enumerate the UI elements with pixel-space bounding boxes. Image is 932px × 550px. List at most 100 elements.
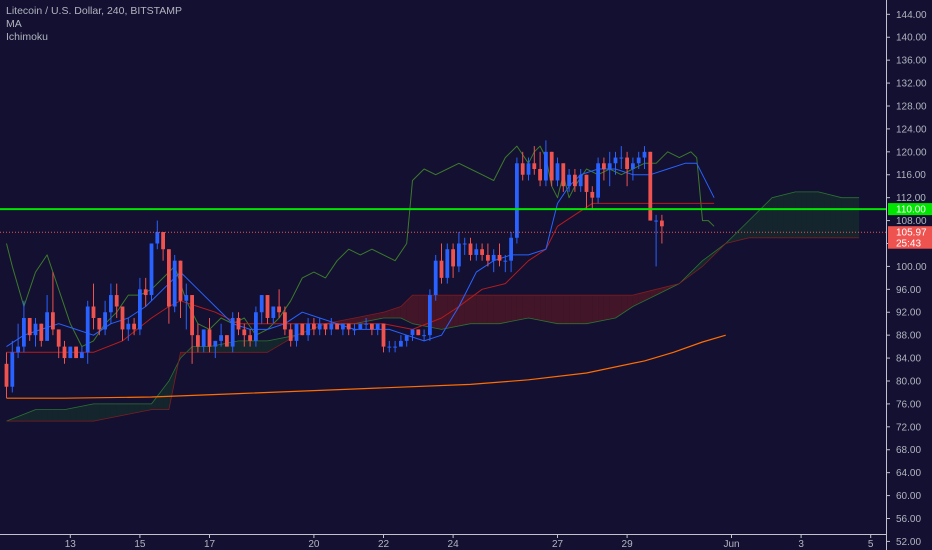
x-tick-label: 5 [868,539,874,550]
y-tick-label: 116.00 [896,170,926,181]
candle[interactable] [416,329,420,335]
chart-legend: Litecoin / U.S. Dollar, 240, BITSTAMP MA… [6,5,182,44]
svg-text:105.97: 105.97 [896,228,927,239]
cloud-segment [262,341,268,352]
cloud-segment [836,196,842,238]
indicator-ma-label[interactable]: MA [6,18,182,31]
y-tick-label: 144.00 [896,10,927,21]
cloud-segment [476,295,482,324]
cloud-segment [500,295,506,324]
y-tick-label: 64.00 [896,468,921,479]
svg-text:25:43: 25:43 [896,239,921,250]
cloud-segment [82,405,88,421]
candle[interactable] [74,347,78,358]
cloud-segment [59,410,65,421]
cloud-segment [511,295,517,321]
y-tick-label: 128.00 [896,101,927,112]
cloud-segment [772,196,778,238]
cloud-segment [244,341,250,352]
candle[interactable] [648,152,652,221]
cloud-segment [795,192,801,238]
x-tick-label: 24 [448,539,460,550]
cloud-segment [830,195,836,238]
cloud-segment [813,192,819,238]
cloud-segment [523,295,529,319]
cloud-segment [505,295,511,323]
candle[interactable] [445,243,449,283]
y-tick-label: 80.00 [896,376,921,387]
cloud-segment [610,295,616,319]
cloud-segment [36,410,42,421]
candle[interactable] [150,243,154,300]
cloud-segment [250,341,256,352]
candle[interactable] [428,289,432,341]
cloud-segment [824,193,830,237]
y-tick-label: 140.00 [896,33,927,44]
x-tick-label: 29 [622,539,634,550]
cloud-segment [471,295,477,324]
cloud-segment [592,295,598,323]
symbol-title[interactable]: Litecoin / U.S. Dollar, 240, BITSTAMP [6,5,182,18]
cloud-segment [53,410,59,421]
cloud-segment [198,347,204,353]
cloud-segment [494,295,500,324]
x-tick-label: 13 [65,539,77,550]
candle[interactable] [231,312,235,352]
y-tick-label: 76.00 [896,399,921,410]
cloud-segment [558,295,564,324]
y-tick-label: 124.00 [896,124,927,135]
y-tick-label: 72.00 [896,422,921,433]
y-tick-label: 88.00 [896,331,921,342]
cloud-segment [790,192,796,238]
candle[interactable] [300,324,304,335]
y-tick-label: 108.00 [896,216,927,227]
candle[interactable] [335,324,339,330]
bar-countdown-badge: 25:43 [888,238,932,250]
cloud-segment [256,341,262,352]
x-tick-label: 15 [134,539,146,550]
cloud-segment [598,295,604,321]
cloud-segment [99,404,105,420]
cloud-segment [88,404,94,421]
cloud-segment [587,295,593,324]
candle[interactable] [68,347,72,358]
cloud-segment [778,195,784,238]
candle[interactable] [434,255,438,301]
cloud-segment [436,295,442,329]
indicator-ichimoku-label[interactable]: Ichimoku [6,31,182,44]
y-tick-label: 96.00 [896,285,921,296]
x-tick-label: 20 [308,539,320,550]
x-tick-label: Jun [723,539,739,550]
candle[interactable] [173,255,177,312]
candle[interactable] [515,158,519,244]
cloud-segment [801,192,807,238]
y-tick-label: 132.00 [896,79,927,90]
y-tick-label: 68.00 [896,445,921,456]
cloud-segment [529,295,535,319]
cloud-segment [47,410,53,421]
y-tick-label: 60.00 [896,491,921,502]
candle[interactable] [225,335,229,346]
cloud-segment [413,295,419,325]
cloud-segment [70,407,76,421]
candle[interactable] [596,158,600,204]
cloud-segment [482,295,488,324]
x-tick-label: 3 [798,539,804,550]
cloud-segment [418,295,424,326]
y-tick-label: 56.00 [896,514,921,525]
cloud-segment [128,404,134,414]
cloud-segment [94,404,100,421]
cloud-segment [111,404,117,418]
cloud-segment [534,295,540,320]
y-tick-label: 100.00 [896,262,927,273]
candle[interactable] [254,307,258,347]
candle[interactable] [358,324,362,330]
cloud-segment [41,410,47,421]
y-tick-label: 92.00 [896,308,921,319]
cloud-segment [552,295,558,324]
cloud-segment [784,193,790,237]
cloud-segment [819,192,825,238]
cloud-segment [117,404,123,417]
